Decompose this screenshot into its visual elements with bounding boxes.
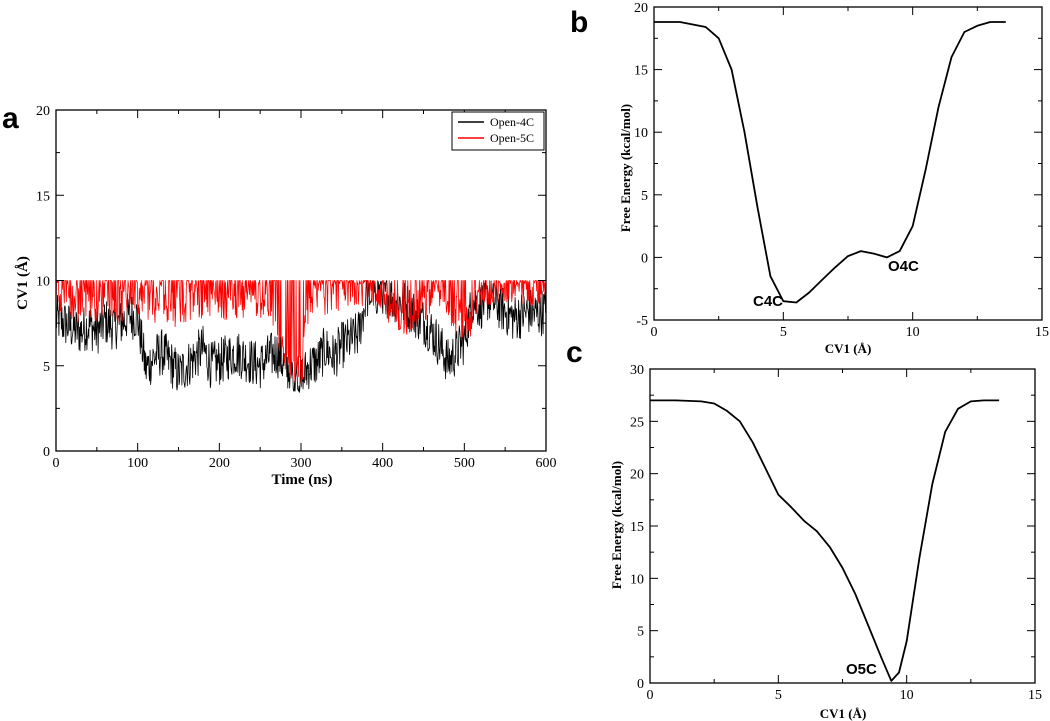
- x-tick-label: 0: [53, 456, 60, 471]
- plot-frame: [649, 368, 1036, 684]
- x-tick-label: 10: [900, 688, 914, 703]
- x-tick-label: 15: [1028, 688, 1042, 703]
- panel-c-xlabel: CV1 (Å): [820, 706, 867, 721]
- y-tick-label: 5: [43, 360, 50, 375]
- panel-b-frame-layer: [653, 6, 1043, 321]
- y-tick-label: 10: [36, 275, 50, 290]
- legend-box: [451, 111, 545, 151]
- y-tick-label: 20: [630, 468, 644, 483]
- x-tick-label: 5: [775, 688, 782, 703]
- x-tick-label: 600: [536, 456, 557, 471]
- panel-a-xlabel: Time (ns): [272, 472, 333, 488]
- x-tick-label: 300: [291, 456, 312, 471]
- panel-a-frame-layer: [55, 109, 547, 452]
- x-tick-label: 200: [209, 456, 230, 471]
- x-tick-label: 400: [372, 456, 393, 471]
- panel-c-chart: 0 5 10 15 0 5 10 15 20 25 30 O5C CV1 (Å) Free Ener…: [609, 363, 1042, 721]
- y-tick-label: 10: [630, 572, 644, 587]
- y-tick-label: 20: [36, 104, 50, 119]
- x-tick-label: 100: [127, 456, 148, 471]
- panel-c-series-layer: [650, 399, 1000, 682]
- x-tick-label: 500: [454, 456, 475, 471]
- panel-a-ylabel: CV1 (Å): [15, 256, 31, 310]
- y-tick-label: 5: [641, 189, 648, 204]
- legend-label-open-5c: Open-5C: [490, 131, 534, 145]
- y-tick-label: -5: [636, 314, 648, 329]
- y-tick-label: 15: [36, 189, 50, 204]
- panel-letter-a: a: [2, 102, 19, 135]
- panel-a-legend: Open-4C Open-5C: [451, 111, 545, 151]
- panel-c-ylabel: Free Energy (kcal/mol): [609, 461, 624, 589]
- series-line-open-5c: [55, 280, 546, 388]
- y-tick-label: 20: [634, 1, 648, 16]
- annotation-c4c: C4C: [753, 293, 783, 310]
- series-line-free-energy: [654, 21, 1006, 304]
- panel-letter-b: b: [570, 6, 588, 39]
- annotation-o5c: O5C: [846, 661, 877, 678]
- x-tick-label: 10: [906, 325, 920, 340]
- y-tick-label: 0: [637, 677, 644, 692]
- y-tick-label: 10: [634, 126, 648, 141]
- panel-b-ylabel: Free Energy (kcal/mol): [618, 104, 633, 232]
- panel-a-tick-layer: 0 100 200 300 400 500 600 0 5 10 15 20: [36, 104, 557, 471]
- plot-frame: [653, 6, 1043, 321]
- panel-c-tick-layer: 0 5 10 15 0 5 10 15 20 25 30: [630, 363, 1042, 703]
- panel-a-series-layer: [55, 280, 546, 393]
- series-line-free-energy: [650, 399, 1000, 682]
- panel-letter-c: c: [566, 336, 583, 369]
- x-tick-label: 0: [651, 325, 658, 340]
- x-tick-label: 15: [1035, 325, 1049, 340]
- y-tick-label: 30: [630, 363, 644, 378]
- y-tick-label: 15: [634, 64, 648, 79]
- panel-b-xlabel: CV1 (Å): [825, 341, 872, 356]
- y-tick-label: 15: [630, 520, 644, 535]
- legend-label-open-4c: Open-4C: [490, 115, 534, 129]
- panel-c-frame-layer: [649, 368, 1036, 684]
- annotation-o4c: O4C: [888, 258, 919, 275]
- y-tick-label: 0: [641, 251, 648, 266]
- panel-a-chart: 0 100 200 300 400 500 600 0 5 10 15 20 Time (ns) CV…: [15, 104, 557, 488]
- panel-b-series-layer: [654, 21, 1006, 304]
- x-tick-label: 0: [647, 688, 654, 703]
- x-tick-label: 5: [780, 325, 787, 340]
- y-tick-label: 25: [630, 415, 644, 430]
- y-tick-label: 5: [637, 625, 644, 640]
- plot-frame: [55, 109, 547, 452]
- y-tick-label: 0: [43, 445, 50, 460]
